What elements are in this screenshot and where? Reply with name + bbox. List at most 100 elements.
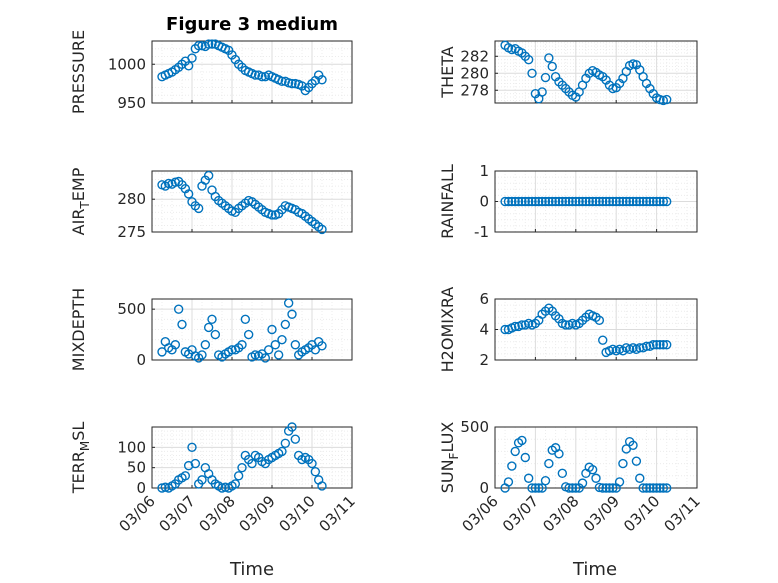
- x-tick-label: 03/07: [156, 492, 199, 535]
- data-point: [530, 483, 541, 493]
- data-point: [641, 341, 652, 351]
- subplot-h2omixra: 2 4 6 H2OMIXRA: [438, 287, 698, 372]
- data-point: [173, 304, 184, 314]
- data-point: [608, 196, 618, 207]
- data-point: [270, 340, 281, 350]
- data-point: [638, 196, 648, 207]
- y-tick-label: 0: [136, 351, 146, 369]
- y-tick-label: 500: [460, 418, 489, 436]
- data-point: [287, 309, 297, 319]
- y-tick-label: 50: [127, 459, 146, 477]
- y-axis-label: RAINFALL: [438, 164, 457, 239]
- x-axis-label-right: Time: [572, 559, 617, 580]
- data-point: [517, 435, 527, 446]
- y-tick-label: 4: [479, 321, 489, 339]
- data-point: [520, 196, 530, 207]
- data-point: [317, 481, 327, 491]
- data-point: [648, 196, 658, 207]
- data-point: [273, 350, 284, 360]
- data-point: [267, 324, 277, 335]
- x-tick-label: 03/09: [236, 492, 279, 535]
- axes-box: [151, 170, 353, 233]
- series-points: [500, 303, 672, 358]
- subplot-pressure: 950 1000 PRESSURE: [69, 30, 353, 114]
- data-point: [655, 483, 665, 493]
- data-point: [557, 468, 568, 479]
- data-point: [260, 353, 271, 363]
- data-point: [571, 483, 581, 493]
- data-point: [641, 483, 652, 493]
- data-point: [577, 478, 588, 488]
- data-point: [307, 458, 317, 469]
- data-point: [628, 196, 638, 207]
- data-point: [500, 324, 510, 335]
- data-point: [638, 483, 648, 493]
- y-axis-label: SUNFLUX: [438, 422, 461, 494]
- data-point: [601, 196, 611, 207]
- data-point: [594, 196, 605, 207]
- data-point: [183, 189, 194, 199]
- y-tick-label: 0: [479, 193, 489, 211]
- data-point: [561, 320, 571, 330]
- data-point: [557, 196, 568, 207]
- data-point: [611, 196, 621, 207]
- data-point: [527, 483, 537, 493]
- data-point: [550, 196, 561, 207]
- data-point: [564, 196, 574, 207]
- y-tick-label: 1: [479, 162, 489, 180]
- y-axis-label: MIXDEPTH: [69, 288, 88, 371]
- y-tick-label: 2: [479, 351, 489, 369]
- series-points: [157, 170, 327, 235]
- data-point: [618, 458, 628, 469]
- data-point: [287, 422, 297, 432]
- data-point: [520, 452, 530, 463]
- data-point: [280, 319, 291, 330]
- data-point: [527, 68, 537, 78]
- data-point: [631, 456, 642, 466]
- data-point: [237, 340, 247, 350]
- data-point: [227, 345, 237, 355]
- x-axis-label-left: Time: [229, 559, 274, 580]
- data-point: [170, 340, 181, 350]
- data-point: [614, 477, 625, 487]
- data-point: [527, 196, 537, 207]
- data-point: [207, 314, 217, 325]
- y-tick-label: 282: [460, 47, 489, 65]
- data-point: [537, 87, 547, 97]
- data-point: [608, 483, 618, 493]
- data-point: [561, 196, 571, 207]
- data-point: [547, 196, 557, 207]
- x-tick-label: 03/06: [116, 492, 159, 535]
- data-point: [635, 196, 645, 207]
- x-tick-label: 03/08: [539, 492, 582, 535]
- data-point: [547, 61, 557, 72]
- x-tick-label: 03/06: [459, 492, 502, 535]
- data-point: [317, 224, 327, 235]
- data-point: [517, 320, 527, 330]
- data-point: [523, 196, 534, 207]
- data-point: [537, 196, 547, 207]
- data-point: [564, 483, 574, 493]
- data-point: [598, 335, 608, 345]
- data-point: [517, 196, 527, 207]
- data-point: [584, 196, 594, 207]
- x-tick-label: 03/07: [499, 492, 542, 535]
- data-point: [648, 340, 658, 350]
- x-tick-label: 03/09: [580, 492, 623, 535]
- data-point: [614, 196, 625, 207]
- data-point: [567, 483, 578, 493]
- data-point: [283, 298, 294, 308]
- data-point: [197, 350, 207, 360]
- data-point: [658, 196, 669, 207]
- data-point: [510, 321, 520, 332]
- data-point: [310, 467, 321, 477]
- data-point: [187, 442, 197, 453]
- data-point: [581, 196, 591, 207]
- data-point: [503, 477, 514, 487]
- data-point: [197, 475, 207, 485]
- data-point: [183, 61, 194, 71]
